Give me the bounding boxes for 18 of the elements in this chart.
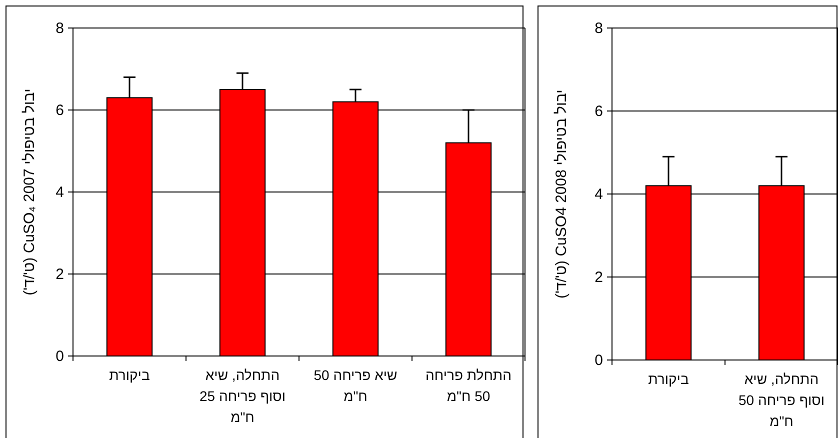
y-tick-label: 6: [594, 103, 603, 120]
x-tick-label: ביקורת: [648, 371, 689, 387]
y-tick-label: 4: [594, 186, 603, 203]
y-tick-label: 4: [56, 184, 64, 201]
y-tick-label: 0: [56, 348, 64, 365]
y-tick-label: 6: [56, 102, 64, 119]
x-tick-label: ביקורת: [109, 367, 150, 383]
y-axis-title: יבול בטיפולי CuSO4 2008 (ט'/ד'): [553, 90, 570, 298]
y-tick-label: 0: [594, 352, 603, 369]
x-tick-label: התחלת פריחה 50 ח"מ: [426, 367, 512, 404]
y-tick-label: 8: [594, 20, 603, 37]
y-axis-title: יבול בטיפולי CuSO₄ 2007 (ט'/ד'): [21, 88, 38, 296]
x-tick-label: התחלה, שיא וסוף פריחה 25 ח"מ: [200, 367, 286, 425]
y-tick-label: 8: [56, 20, 64, 37]
x-tick-label: התחלה, שיא וסוף פריחה 50 ח"מ: [738, 371, 824, 429]
y-tick-label: 2: [56, 266, 64, 283]
x-tick-label: שיא פריחה 50 ח"מ: [314, 367, 398, 404]
y-tick-label: 2: [594, 269, 603, 286]
